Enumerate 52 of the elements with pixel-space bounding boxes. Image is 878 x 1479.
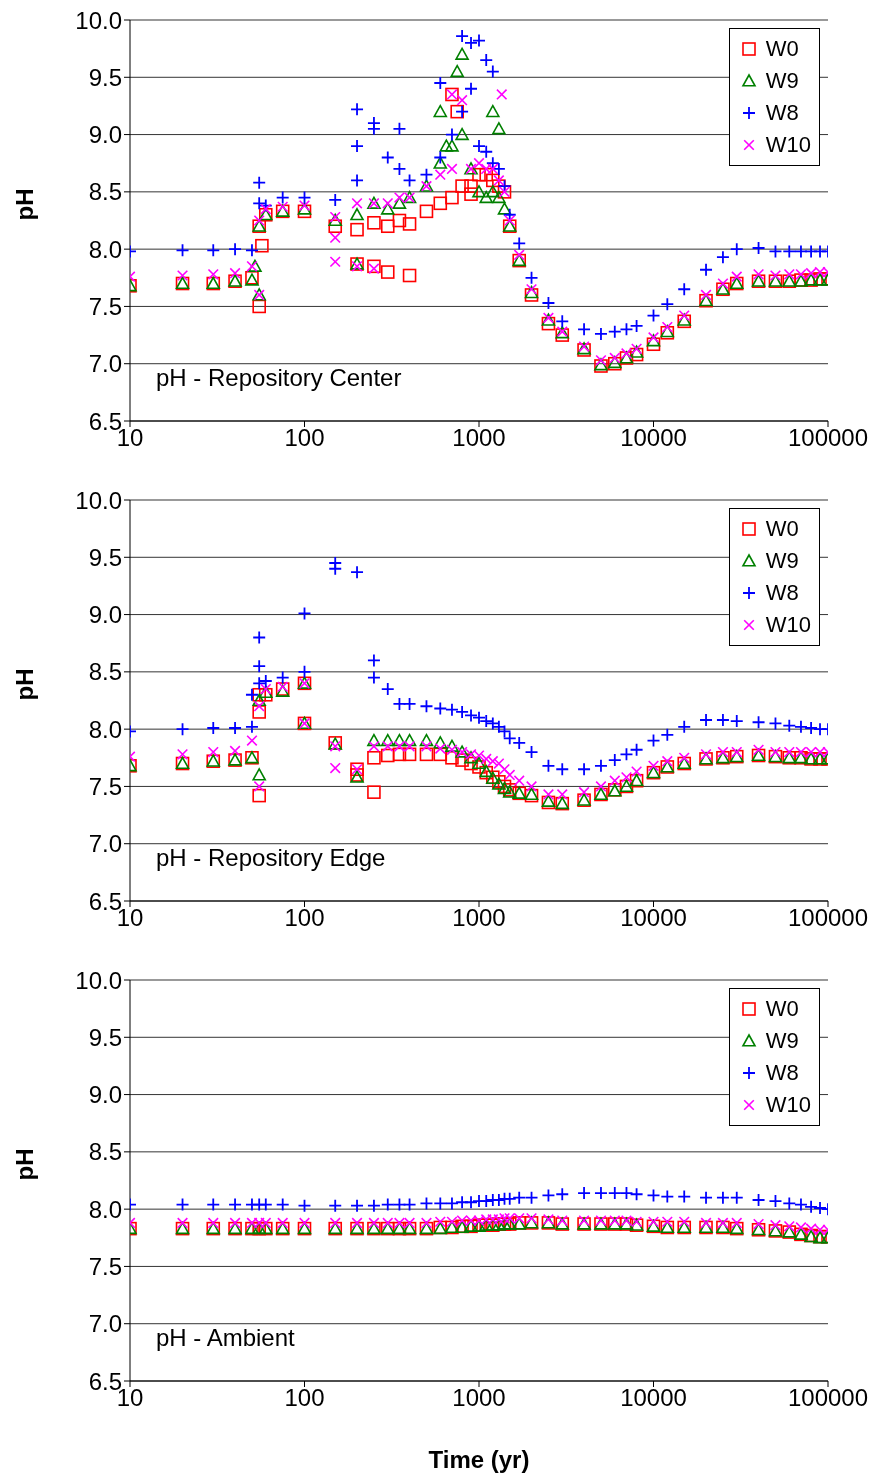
y-tick-label: 8.0 <box>88 715 122 743</box>
y-tick-label: 9.5 <box>88 1023 122 1051</box>
legend-label: W10 <box>765 1092 811 1118</box>
x-tick-label: 100 <box>284 1384 325 1412</box>
y-tick-label: 10.0 <box>75 486 122 514</box>
y-tick-label: 9.5 <box>88 63 122 91</box>
y-tick-label: 7.0 <box>88 830 122 858</box>
legend-label: W8 <box>765 100 799 126</box>
y-tick-label: 9.0 <box>88 121 122 149</box>
y-tick-label: 8.0 <box>88 1195 122 1223</box>
legend-label: W0 <box>765 996 799 1022</box>
y-tick-label: 9.0 <box>88 601 122 629</box>
y-tick-label: 9.0 <box>88 1081 122 1109</box>
x-tick-label: 1000 <box>452 904 506 932</box>
annotation: pH - Repository Center <box>156 364 402 392</box>
y-tick-label: 7.5 <box>88 292 122 320</box>
y-axis-title: pH <box>10 188 38 221</box>
x-tick-label: 100000 <box>787 1384 869 1412</box>
legend-label: W0 <box>765 36 799 62</box>
y-tick-label: 9.5 <box>88 543 122 571</box>
x-tick-label: 100000 <box>787 424 869 452</box>
legend-label: W8 <box>765 580 799 606</box>
x-tick-label: 10000 <box>620 904 687 932</box>
x-tick-label: 100000 <box>787 904 869 932</box>
x-tick-label: 100 <box>284 904 325 932</box>
y-tick-label: 8.5 <box>88 1138 122 1166</box>
y-tick-label: 8.5 <box>88 658 122 686</box>
legend-label: W8 <box>765 1060 799 1086</box>
x-tick-label: 10000 <box>620 424 687 452</box>
y-tick-label: 7.0 <box>88 350 122 378</box>
x-axis-title: Time (yr) <box>428 1446 530 1473</box>
legend-label: W10 <box>765 132 811 158</box>
y-axis-title: pH <box>10 668 38 701</box>
x-tick-label: 10000 <box>620 1384 687 1412</box>
y-tick-label: 7.0 <box>88 1310 122 1338</box>
legend-label: W9 <box>765 548 799 574</box>
legend-label: W9 <box>765 1028 799 1054</box>
annotation: pH - Repository Edge <box>156 844 386 872</box>
y-tick-label: 8.0 <box>88 235 122 263</box>
y-tick-label: 8.5 <box>88 178 122 206</box>
x-tick-label: 1000 <box>452 1384 506 1412</box>
x-tick-label: 100 <box>284 424 325 452</box>
annotation: pH - Ambient <box>156 1324 295 1352</box>
x-tick-label: 1000 <box>452 424 506 452</box>
y-tick-label: 10.0 <box>75 6 122 34</box>
y-axis-title: pH <box>10 1148 38 1181</box>
legend-label: W10 <box>765 612 811 638</box>
y-tick-label: 7.5 <box>88 772 122 800</box>
y-tick-label: 10.0 <box>75 966 122 994</box>
legend-label: W9 <box>765 68 799 94</box>
y-tick-label: 7.5 <box>88 1252 122 1280</box>
legend-label: W0 <box>765 516 799 542</box>
